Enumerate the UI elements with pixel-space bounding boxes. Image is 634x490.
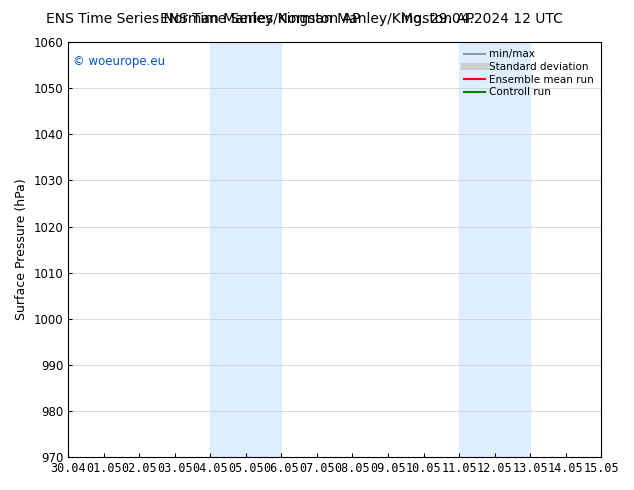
Bar (459, 42, 530, 457)
Legend: min/max, Standard deviation, Ensemble mean run, Controll run: min/max, Standard deviation, Ensemble me… (462, 47, 596, 99)
Bar (210, 42, 281, 457)
Text: ENS Time Series Norman Manley/Kingston AP: ENS Time Series Norman Manley/Kingston A… (160, 12, 474, 26)
Text: ENS Time Series Norman Manley/Kingston AP: ENS Time Series Norman Manley/Kingston A… (46, 12, 360, 26)
Text: Mo. 29.04.2024 12 UTC: Mo. 29.04.2024 12 UTC (401, 12, 563, 26)
Text: © woeurope.eu: © woeurope.eu (74, 54, 165, 68)
Y-axis label: Surface Pressure (hPa): Surface Pressure (hPa) (15, 179, 28, 320)
